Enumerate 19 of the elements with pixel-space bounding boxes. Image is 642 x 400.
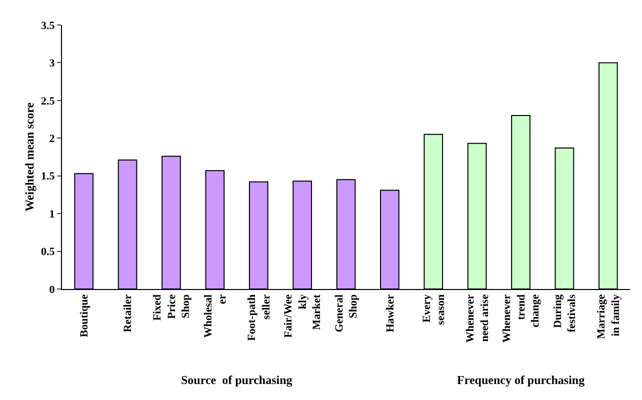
x-tick-label: Hawker bbox=[384, 294, 396, 332]
y-tick-label: 0.5 bbox=[41, 246, 56, 258]
x-tick-label: Fixed Price Shop bbox=[152, 294, 192, 321]
y-tick-label: 1 bbox=[49, 208, 55, 220]
y-tick-label: 3.5 bbox=[41, 20, 56, 32]
x-tick-label: Retailer bbox=[122, 294, 134, 332]
x-tick-label: Wholesal er bbox=[202, 294, 229, 338]
y-tick-label: 1.5 bbox=[41, 170, 56, 183]
y-tick-label: 2 bbox=[49, 132, 56, 145]
source-note: Source of purchasing bbox=[181, 373, 292, 387]
y-axis-title: Weighted mean score bbox=[22, 102, 36, 212]
text: Frequency of purchasing bbox=[457, 373, 585, 387]
y-tick-label: 3 bbox=[49, 58, 56, 70]
x-tick-label: General Shop bbox=[333, 294, 360, 332]
y-tick-label: 2.5 bbox=[41, 95, 56, 108]
x-tick-label: Every season bbox=[420, 294, 448, 325]
x-tick-label: Foot-path seller bbox=[246, 294, 272, 341]
y-tick-label: 0 bbox=[49, 284, 56, 296]
x-tick-label: Boutique bbox=[78, 294, 90, 338]
